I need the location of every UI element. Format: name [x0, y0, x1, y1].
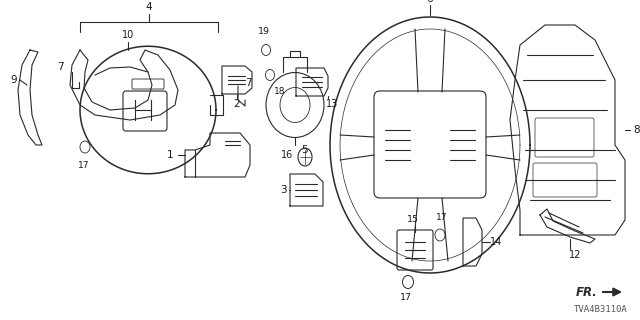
Text: 10: 10 — [122, 30, 134, 40]
Text: 18: 18 — [275, 86, 285, 95]
Text: TVA4B3110A: TVA4B3110A — [574, 306, 628, 315]
Text: 7: 7 — [57, 62, 63, 72]
Text: FR.: FR. — [575, 285, 597, 299]
Text: 17: 17 — [400, 293, 412, 302]
Text: 17: 17 — [78, 161, 90, 170]
Text: 15: 15 — [407, 215, 419, 225]
Text: 8: 8 — [634, 125, 640, 135]
Text: 12: 12 — [569, 250, 581, 260]
Text: 19: 19 — [258, 28, 270, 36]
Text: 1: 1 — [166, 150, 173, 160]
Text: 16: 16 — [281, 150, 293, 160]
Text: 7: 7 — [244, 78, 252, 88]
Text: 14: 14 — [490, 237, 502, 247]
Text: 17: 17 — [436, 212, 448, 221]
Text: 4: 4 — [146, 2, 152, 12]
Text: 3: 3 — [280, 185, 286, 195]
Text: 13: 13 — [326, 99, 338, 109]
Text: 5: 5 — [301, 145, 308, 155]
Text: 2: 2 — [234, 99, 240, 109]
Text: 6: 6 — [427, 0, 433, 4]
Text: 9: 9 — [11, 75, 17, 85]
